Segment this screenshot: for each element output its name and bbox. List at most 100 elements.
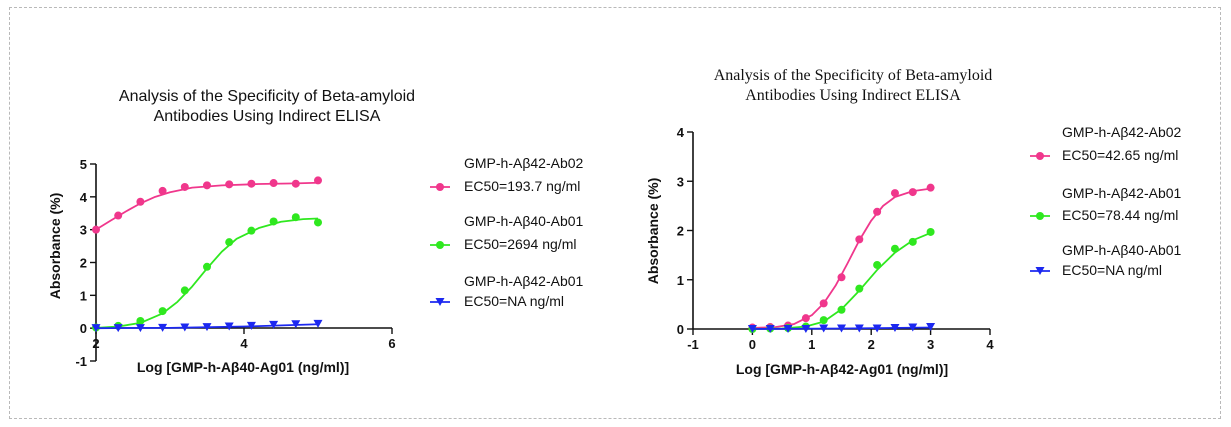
chart1-legend-marker (436, 241, 444, 249)
chart1-series2-point (158, 307, 167, 316)
chart2-series2-point (819, 316, 828, 325)
chart1-series1-point (247, 179, 256, 188)
chart1-series1-point (269, 179, 278, 188)
chart2-series2-point (908, 237, 917, 246)
chart2-series3-point (908, 323, 918, 332)
chart1-x-tick-label: 6 (388, 336, 395, 351)
chart2-y-tick-label: 0 (677, 322, 684, 337)
chart1-series3-point (113, 324, 123, 333)
chart2-legend-name: GMP-h-Aβ42-Ab02 (1062, 124, 1182, 140)
chart1-series1-point (203, 181, 211, 190)
chart1-series1-fit-line (95, 181, 319, 231)
chart1-legend-marker (436, 183, 444, 191)
chart1-series3-point (158, 323, 168, 332)
figure-frame (9, 7, 1221, 419)
chart2-series3-point (801, 325, 811, 333)
chart1-series3-point (135, 324, 145, 333)
chart1-series2-point (203, 262, 211, 271)
chart1-legend-name: GMP-h-Aβ40-Ab01 (464, 213, 584, 229)
chart2-title-line1: Analysis of the Specificity of Beta-amyl… (714, 67, 993, 84)
chart2-series1-point (890, 189, 899, 198)
chart2-series3-point (872, 324, 882, 333)
chart1-series2-point (225, 238, 234, 247)
chart2-series3-point (837, 324, 846, 333)
chart1-series2-point (291, 213, 300, 222)
chart1-series3-point (91, 324, 101, 333)
chart1-series2-point (269, 217, 278, 226)
chart1-y-tick-label: -1 (75, 354, 87, 369)
chart1-title-line1: Analysis of the Specificity of Beta-amyl… (119, 88, 415, 105)
chart2-x-tick-label: 3 (927, 337, 934, 352)
chart1-y-tick-label: 4 (80, 190, 88, 205)
chart2-x-tick-label: 2 (868, 337, 875, 352)
chart1-series1-point (158, 186, 167, 195)
chart2-series2-point (837, 305, 846, 314)
chart1-x-tick-label: 4 (240, 336, 248, 351)
chart1-series2-point (136, 316, 145, 325)
chart2-series1-point (819, 299, 828, 308)
chart2-series3-point (783, 325, 793, 333)
chart1-series1-point (291, 179, 300, 188)
chart1-y-tick-label: 0 (80, 321, 87, 336)
chart2-y-axis-label: Absorbance (%) (645, 178, 661, 285)
chart2-series3-point (926, 323, 936, 332)
chart2-y-tick-label: 2 (677, 224, 684, 239)
chart2-series2-point (873, 260, 882, 269)
chart2-legend-name: GMP-h-Aβ42-Ab01 (1062, 185, 1182, 201)
chart1-series2-fit-line (95, 217, 319, 329)
chart2-legend-marker (1036, 152, 1044, 160)
chart1-title-line2: Antibodies Using Indirect ELISA (154, 108, 381, 125)
chart2-series3-point (765, 325, 775, 333)
chart1-series1-point (314, 176, 322, 185)
chart1-y-tick-label: 2 (80, 256, 87, 271)
chart1-series3-point (202, 323, 212, 332)
chart1-x-tick-label: 2 (92, 336, 99, 351)
chart1-series1-point (180, 182, 189, 191)
chart1-x-axis-label: Log [GMP-h-Aβ40-Ag01 (ng/ml)] (137, 359, 349, 375)
chart2-legend-ec50: EC50=78.44 ng/ml (1062, 207, 1178, 223)
chart2-x-axis-label: Log [GMP-h-Aβ42-Ag01 (ng/ml)] (736, 361, 948, 377)
chart1-series3-point (224, 322, 234, 331)
chart2-series1-point (908, 188, 917, 197)
chart2-legend-name: GMP-h-Aβ40-Ab01 (1062, 242, 1182, 258)
chart2-legend-marker (1036, 212, 1044, 220)
chart1-y-tick-label: 1 (80, 288, 87, 303)
chart2-x-tick-label: 4 (986, 337, 994, 352)
chart2-y-tick-label: 1 (677, 273, 684, 288)
chart1-legend-marker (435, 298, 445, 306)
chart2-series3-point (747, 325, 757, 333)
chart1-series3-point (291, 320, 301, 329)
chart2-series3-point (819, 324, 829, 333)
chart2-legend-ec50: EC50=42.65 ng/ml (1062, 147, 1178, 163)
chart2-series2-fit-line (752, 232, 931, 330)
chart2-x-tick-label: 1 (808, 337, 815, 352)
chart1-series3-point (313, 319, 323, 328)
chart1-legend-name: GMP-h-Aβ42-Ab01 (464, 273, 584, 289)
chart1-series2-point (247, 226, 256, 235)
chart2-series1-point (873, 207, 882, 216)
chart2-legend-ec50: EC50=NA ng/ml (1062, 262, 1162, 278)
chart1-y-tick-label: 3 (80, 223, 87, 238)
chart1-legend-ec50: EC50=2694 ng/ml (464, 236, 576, 252)
chart1-legend-name: GMP-h-Aβ42-Ab02 (464, 155, 584, 171)
chart2-series3-point (890, 324, 900, 333)
chart1-series3-point (269, 320, 279, 329)
chart2-series3-point (854, 324, 864, 333)
chart2-series1-point (837, 273, 846, 282)
chart2-series2-point (855, 284, 864, 293)
chart2-title-line2: Antibodies Using Indirect ELISA (745, 87, 961, 104)
chart2-series2-point (890, 244, 899, 253)
chart1-series1-point (92, 225, 100, 234)
chart1-series1-point (136, 197, 145, 206)
chart1-series2-point (314, 218, 322, 227)
chart1-series3-point (246, 321, 256, 330)
chart2-legend-marker (1035, 267, 1045, 275)
chart1-legend-ec50: EC50=NA ng/ml (464, 293, 564, 309)
chart1-y-tick-label: 5 (80, 157, 87, 172)
chart1-legend-ec50: EC50=193.7 ng/ml (464, 178, 580, 194)
chart2-series2-point (926, 227, 935, 236)
chart2-series1-point (855, 235, 864, 244)
chart2-series1-point (926, 183, 935, 192)
chart1-series3-point (180, 323, 190, 332)
